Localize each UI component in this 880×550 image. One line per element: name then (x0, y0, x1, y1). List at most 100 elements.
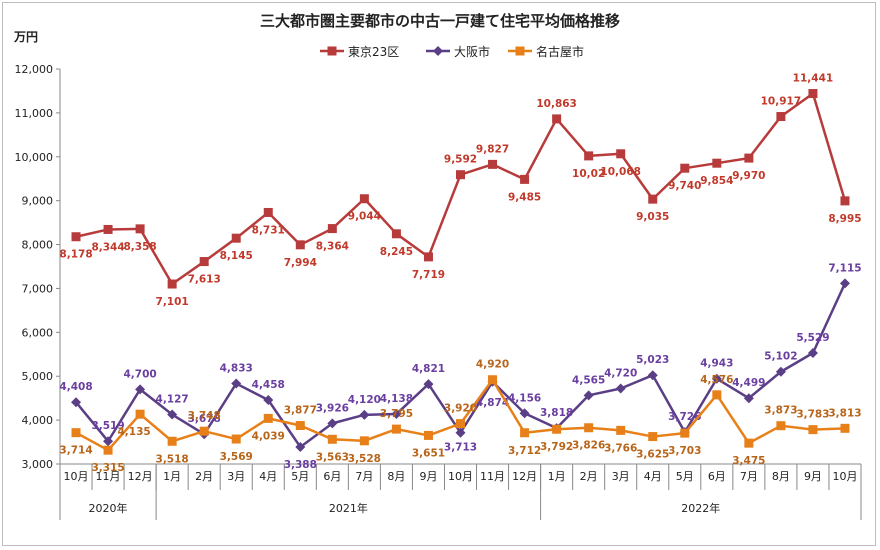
data-label: 4,943 (700, 358, 733, 370)
data-label: 3,877 (284, 405, 317, 417)
data-point (423, 379, 434, 390)
data-point (71, 232, 81, 242)
data-point (584, 423, 594, 433)
data-point (199, 257, 209, 267)
data-label: 3,712 (508, 445, 541, 457)
data-label: 7,719 (412, 269, 445, 281)
data-point (359, 194, 369, 204)
data-point (391, 229, 401, 239)
data-label: 3,926 (316, 402, 349, 414)
data-label: 8,364 (316, 241, 349, 253)
data-point (135, 384, 146, 395)
data-point (167, 436, 177, 446)
data-point (231, 434, 241, 444)
y-tick-label: 11,000 (15, 107, 54, 120)
x-tick-label: 12月 (512, 470, 537, 483)
x-tick-label: 10月 (64, 470, 89, 483)
x-tick-label: 8月 (772, 470, 790, 483)
data-point (359, 409, 370, 420)
legend-item: 東京23区 (320, 45, 399, 59)
data-point (743, 393, 754, 404)
series-2: 3,714 3,315 4,135 3,518 3,748 3,569 4,039 3,877… (59, 359, 861, 474)
data-label: 4,874 (476, 397, 509, 409)
data-label: 4,138 (380, 393, 413, 405)
data-point (359, 436, 369, 446)
data-label: 10,917 (761, 96, 802, 108)
y-axis-unit-label: 万円 (13, 30, 38, 44)
data-label: 8,731 (252, 224, 285, 236)
data-label: 4,458 (252, 379, 285, 391)
data-label: 8,178 (59, 249, 92, 261)
data-label: 9,592 (444, 154, 477, 166)
legend-label: 名古屋市 (536, 44, 584, 59)
data-label: 3,678 (188, 413, 221, 425)
x-year-label: 2022年 (681, 501, 720, 515)
data-point (744, 438, 754, 448)
data-point (648, 194, 658, 204)
data-label: 3,625 (636, 449, 669, 461)
data-label: 8,358 (123, 241, 156, 253)
legend-marker (515, 46, 525, 56)
data-label: 3,766 (604, 442, 637, 454)
data-point (584, 151, 594, 161)
data-label: 3,388 (284, 459, 317, 471)
data-point (455, 427, 466, 438)
x-tick-label: 2月 (580, 470, 598, 483)
data-point (615, 383, 626, 394)
data-point (712, 390, 722, 400)
data-label: 3,783 (796, 409, 829, 421)
data-point (680, 428, 690, 438)
data-label: 3,920 (444, 403, 477, 415)
data-label: 4,700 (123, 368, 156, 380)
data-point (616, 149, 626, 159)
data-point (648, 432, 658, 442)
data-point (391, 424, 401, 434)
data-point (135, 409, 145, 419)
data-point (744, 153, 754, 163)
data-label: 9,044 (348, 211, 381, 223)
data-point (391, 409, 402, 420)
data-label: 8,344 (91, 241, 124, 253)
x-tick-label: 3月 (227, 470, 245, 483)
data-label: 4,920 (476, 359, 509, 371)
data-label: 3,518 (156, 453, 189, 465)
x-tick-label: 9月 (419, 470, 437, 483)
x-tick-label: 5月 (291, 470, 309, 483)
data-label: 4,720 (604, 368, 637, 380)
data-point (456, 419, 465, 429)
data-label: 7,101 (156, 296, 189, 308)
data-point (519, 408, 530, 419)
data-point (840, 423, 850, 433)
data-label: 10,068 (600, 166, 641, 178)
data-label: 4,039 (252, 430, 285, 442)
legend-label: 大阪市 (454, 44, 490, 59)
data-point (295, 441, 306, 452)
data-label: 5,023 (636, 354, 669, 366)
data-label: 3,818 (540, 407, 573, 419)
data-label: 4,408 (59, 381, 92, 393)
data-label: 3,563 (316, 451, 349, 463)
y-tick-label: 12,000 (15, 63, 54, 76)
data-label: 3,795 (380, 408, 413, 420)
x-tick-label: 6月 (323, 470, 341, 483)
data-label: 3,726 (668, 411, 701, 423)
data-point (263, 395, 274, 406)
legend-item: 名古屋市 (508, 44, 584, 59)
data-point (423, 252, 433, 262)
data-point (520, 428, 530, 438)
data-label: 9,970 (732, 170, 765, 182)
data-point (776, 421, 786, 431)
data-point (135, 224, 145, 234)
data-point (103, 436, 114, 447)
x-tick-label: 7月 (355, 470, 373, 483)
data-label: 5,102 (764, 351, 797, 363)
data-point (647, 370, 658, 381)
data-label: 10,02 (572, 168, 605, 180)
x-tick-label: 3月 (612, 470, 630, 483)
x-tick-label: 10月 (448, 470, 473, 483)
data-point (840, 196, 850, 206)
data-label: 4,576 (700, 374, 733, 386)
data-point (103, 224, 113, 234)
